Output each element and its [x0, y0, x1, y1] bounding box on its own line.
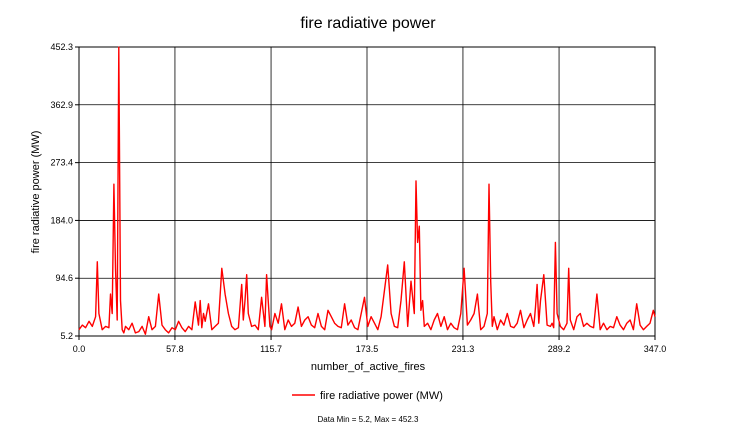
legend-entry-label: fire radiative power (MW): [320, 390, 443, 402]
x-tick-label: 0.0: [73, 344, 86, 354]
x-tick-label: 57.8: [166, 344, 184, 354]
data-range-note: Data Min = 5.2, Max = 452.3: [318, 415, 419, 424]
grid: [79, 47, 655, 336]
y-tick-label: 184.0: [50, 215, 73, 225]
x-axis-label: number_of_active_fires: [311, 361, 426, 373]
series-group: [78, 46, 656, 335]
x-tick-label: 231.3: [452, 344, 475, 354]
x-tick-label: 347.0: [644, 344, 667, 354]
y-tick-label: 94.6: [55, 273, 73, 283]
x-tick-label: 289.2: [548, 344, 571, 354]
y-axis-ticks: 5.2 94.6 184.0 273.4 362.9 452.3: [50, 42, 79, 341]
x-tick-label: 115.7: [260, 344, 282, 354]
x-axis-ticks: 0.0 57.8 115.7 173.5 231.3 289.2 347.0: [73, 336, 667, 354]
y-axis-label: fire radiative power (MW): [30, 131, 42, 254]
x-tick-label: 173.5: [356, 344, 379, 354]
y-tick-label: 452.3: [50, 42, 73, 52]
y-tick-label: 273.4: [50, 158, 73, 168]
chart-title: fire radiative power: [300, 15, 436, 32]
y-tick-label: 362.9: [50, 100, 73, 110]
series-line-fire-radiative-power: [78, 46, 656, 335]
plot-area-frame: [78, 46, 656, 337]
y-tick-label: 5.2: [60, 331, 73, 341]
